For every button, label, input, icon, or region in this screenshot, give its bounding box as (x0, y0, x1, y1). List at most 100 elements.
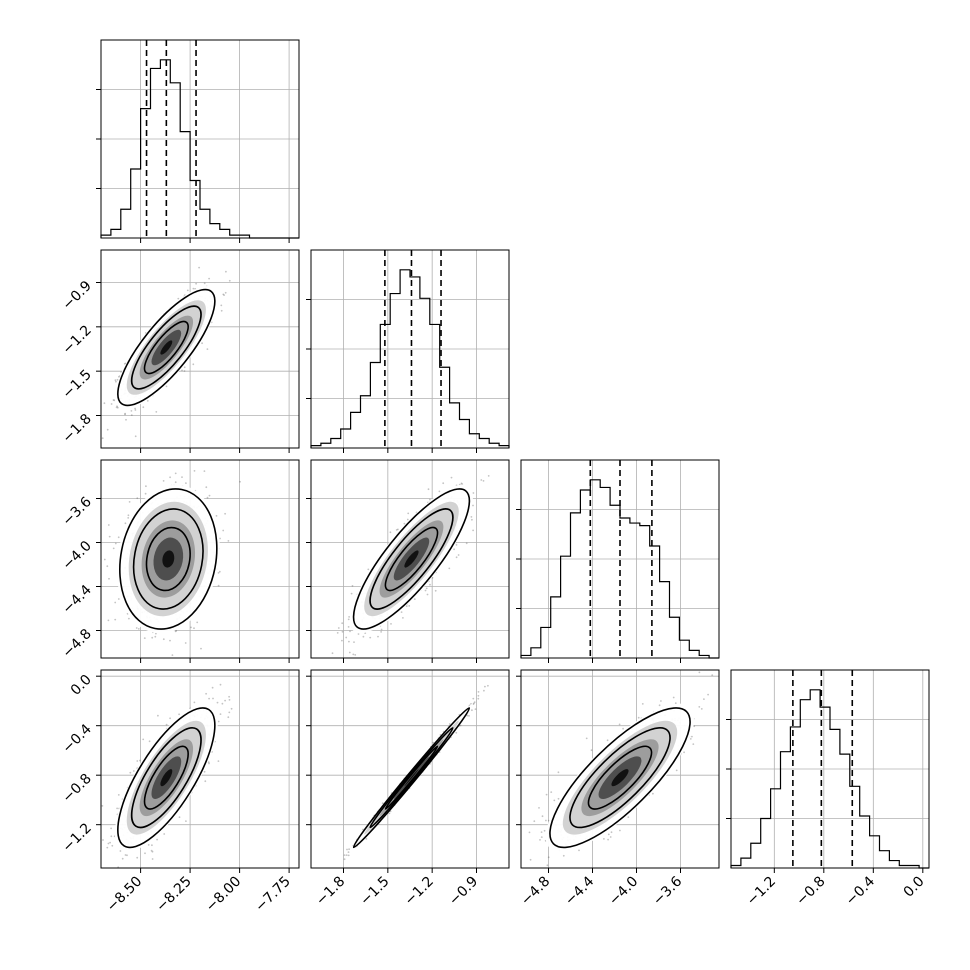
sample-point (103, 402, 106, 405)
sample-point (136, 497, 139, 500)
y-tick-label-2-1: −4.4 (59, 582, 94, 617)
sample-point (222, 293, 225, 296)
sample-point (135, 627, 138, 629)
sample-point (331, 652, 334, 655)
sample-point (223, 294, 226, 296)
sample-point (155, 632, 157, 635)
sample-point (112, 399, 115, 401)
joint-0-1-contour-2 (143, 320, 189, 375)
sample-point (227, 540, 230, 542)
y-tick-label-2-0: −4.8 (59, 626, 94, 661)
sample-point (369, 636, 372, 639)
joint-1-2-density (331, 475, 490, 656)
y-tick-label-2-3: −3.6 (59, 494, 94, 529)
sample-point (117, 598, 120, 600)
y-tick-label-1-1: −1.5 (59, 367, 94, 402)
sample-point (107, 524, 110, 526)
joint-1-2-density-level-4 (404, 550, 419, 568)
sample-point (174, 481, 177, 484)
sample-point (225, 270, 227, 273)
sample-point (217, 584, 220, 587)
sample-point (130, 414, 133, 416)
sample-point (426, 593, 429, 596)
sample-point (145, 485, 147, 488)
sample-point (487, 475, 490, 477)
joint-0-1-contour-1 (130, 305, 202, 390)
sample-point (341, 639, 343, 642)
sample-point (354, 654, 357, 656)
joint-0-2-panel: −4.8−4.4−4.0−3.6 (59, 459, 300, 663)
joint-1-2-contour-2 (384, 526, 439, 592)
sample-point (118, 375, 120, 378)
histogram-panel-3: −1.2 −0.8 −0.4 0.0 (726, 669, 930, 909)
sample-point (405, 605, 408, 608)
sample-point (196, 621, 199, 624)
sample-point (397, 528, 399, 531)
sample-point (110, 403, 113, 405)
x-tick-label-3-1: −0.8 (793, 874, 828, 909)
sample-point (472, 504, 474, 507)
histogram-frame-1 (310, 249, 510, 449)
histogram-step-3 (730, 689, 929, 869)
sample-point (348, 616, 350, 618)
histogram-frame-0 (100, 39, 300, 239)
sample-point (203, 470, 206, 472)
y-tick-label-1-2: −1.2 (59, 322, 94, 357)
sample-point (220, 309, 223, 312)
histogram-step-0 (100, 59, 299, 239)
sample-point (472, 529, 474, 532)
sample-point (455, 544, 458, 546)
sample-point (208, 494, 211, 497)
sample-point (162, 638, 165, 641)
sample-point (185, 482, 187, 484)
sample-point (106, 565, 109, 568)
sample-point (200, 647, 202, 650)
sample-point (357, 633, 360, 635)
sample-point (218, 570, 221, 573)
sample-point (195, 282, 198, 285)
joint-0-2-frame (100, 459, 300, 659)
sample-point (113, 399, 116, 402)
sample-point (217, 572, 220, 574)
sample-point (345, 636, 348, 639)
sample-point (169, 476, 172, 479)
sample-point (395, 529, 398, 531)
sample-point (349, 630, 351, 633)
sample-point (115, 380, 117, 383)
sample-point (480, 479, 483, 481)
sample-point (425, 587, 428, 590)
sample-point (406, 518, 409, 521)
sample-point (125, 418, 127, 421)
sample-point (453, 548, 455, 551)
sample-point (429, 498, 431, 501)
sample-point (442, 482, 445, 485)
sample-point (362, 635, 365, 638)
sample-point (115, 406, 118, 409)
sample-point (228, 279, 231, 282)
joint-0-1-contour-0 (117, 288, 216, 407)
joint-1-2-contour-0 (352, 488, 471, 630)
sample-point (169, 639, 171, 642)
sample-point (341, 630, 344, 633)
histogram-panel-2 (516, 459, 720, 663)
sample-point (461, 483, 464, 485)
sample-point (341, 622, 344, 625)
sample-point (108, 535, 111, 538)
sample-point (380, 628, 383, 631)
sample-point (134, 435, 137, 438)
sample-point (114, 542, 117, 545)
sample-point (146, 400, 149, 402)
sample-point (181, 476, 183, 478)
sample-point (128, 501, 131, 503)
histogram-panel-1 (306, 249, 510, 453)
sample-point (127, 514, 130, 517)
sample-point (348, 651, 351, 654)
sample-point (472, 492, 475, 494)
sample-point (427, 488, 430, 491)
y-tick-label-3-0: −1.2 (59, 820, 94, 855)
sample-point (205, 486, 208, 489)
joint-0-1-panel: −1.8−1.5−1.2−0.9 (59, 249, 300, 453)
sample-point (143, 637, 146, 639)
histogram-step-1 (310, 269, 510, 448)
joint-0-2-contour-1 (132, 508, 204, 610)
